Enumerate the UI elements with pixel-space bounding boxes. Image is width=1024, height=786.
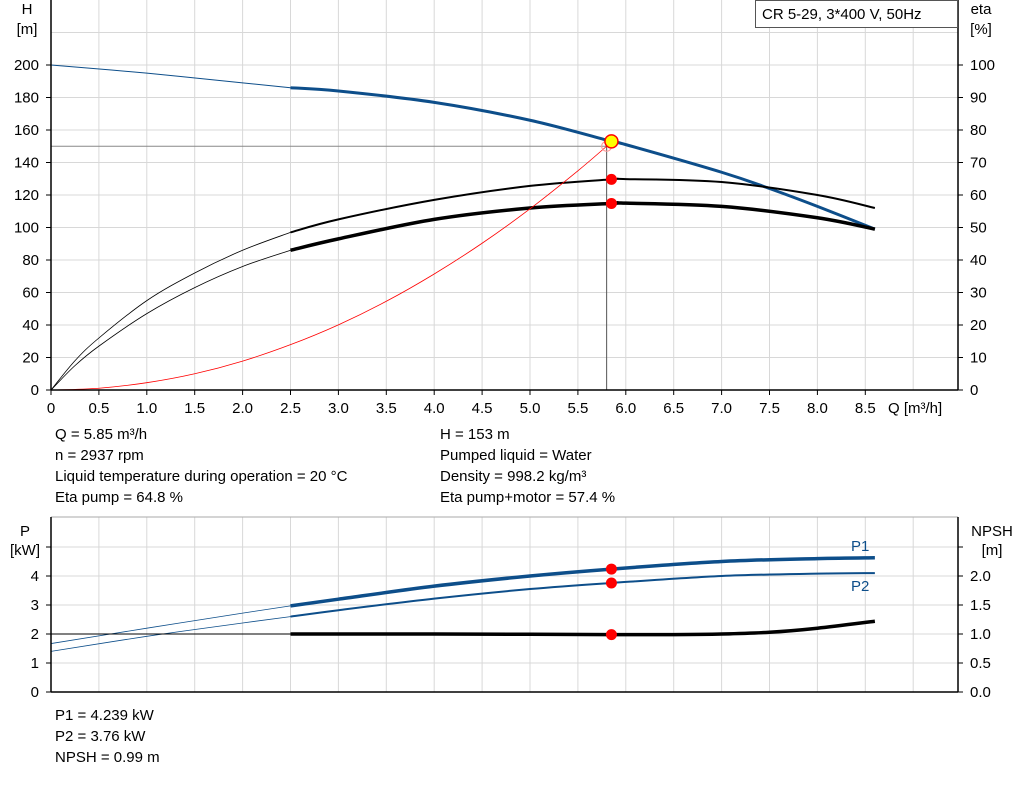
operating-info: Q = 5.85 m³/h n = 2937 rpm Liquid temper… [55, 426, 615, 766]
eta-pump-motor-curve-extrapolated [50, 249, 291, 391]
p-tick-label: 1 [31, 655, 39, 672]
p-tick-label: 2 [31, 626, 39, 643]
y-axis-label: H [22, 1, 33, 18]
efficiency-point-marker [605, 197, 617, 209]
legend-box [755, 0, 958, 28]
y2-tick-label: 20 [970, 317, 987, 334]
x-axis-label: Q [m³/h] [888, 400, 942, 417]
x-tick-label: 0.5 [88, 400, 109, 417]
x-tick-label: 2.5 [280, 400, 301, 417]
system-curve [50, 145, 607, 391]
curves [50, 64, 876, 652]
p1-curve-extrapolated [50, 605, 291, 644]
p2-curve-extrapolated [50, 616, 291, 652]
npsh-tick-label: 1.5 [970, 597, 991, 614]
y-tick-label: 200 [14, 57, 39, 74]
power-point-marker [605, 563, 617, 575]
x-tick-label: 5.5 [567, 400, 588, 417]
y-tick-label: 60 [22, 285, 39, 302]
npsh-axis-label: NPSH [971, 523, 1013, 540]
p-axis-label: P [20, 523, 30, 540]
npsh-tick-label: 1.0 [970, 626, 991, 643]
x-tick-label: 4.5 [472, 400, 493, 417]
y-tick-label: 160 [14, 122, 39, 139]
y2-tick-label: 40 [970, 252, 987, 269]
x-tick-label: 2.0 [232, 400, 253, 417]
y-tick-label: 80 [22, 252, 39, 269]
info-eta-pump: Eta pump = 64.8 % [55, 489, 183, 506]
y2-tick-label: 50 [970, 220, 987, 237]
x-tick-label: 8.0 [807, 400, 828, 417]
x-tick-label: 4.0 [424, 400, 445, 417]
power-chart-grid [51, 516, 958, 692]
legend-title: CR 5-29, 3*400 V, 50Hz [762, 6, 922, 23]
y2-tick-label: 10 [970, 350, 987, 367]
y-axis-unit: [m] [17, 21, 38, 38]
head-chart-grid [51, 0, 958, 390]
y-tick-label: 20 [22, 350, 39, 367]
x-tick-label: 7.5 [759, 400, 780, 417]
info-liquid: Pumped liquid = Water [440, 447, 592, 464]
info-eta-pump-motor: Eta pump+motor = 57.4 % [440, 489, 615, 506]
npsh-point-marker [605, 629, 617, 641]
y-tick-label: 140 [14, 155, 39, 172]
info-npsh: NPSH = 0.99 m [55, 749, 160, 766]
info-p2: P2 = 3.76 kW [55, 728, 146, 745]
x-tick-label: 8.5 [855, 400, 876, 417]
efficiency-point-marker [605, 173, 617, 185]
y2-tick-label: 70 [970, 155, 987, 172]
y-tick-label: 40 [22, 317, 39, 334]
duty-point-marker [604, 134, 619, 149]
y-tick-label: 0 [31, 382, 39, 399]
eta-pump-curve-extrapolated [50, 232, 291, 391]
npsh-tick-label: 0.5 [970, 655, 991, 672]
p-axis-unit: [kW] [10, 542, 40, 559]
p1-series-label: P1 [851, 538, 869, 555]
npsh-tick-label: 0.0 [970, 684, 991, 701]
info-head: H = 153 m [440, 426, 510, 443]
x-tick-label: 3.0 [328, 400, 349, 417]
y2-tick-label: 0 [970, 382, 978, 399]
y2-tick-label: 60 [970, 187, 987, 204]
y2-axis-label: eta [971, 1, 993, 18]
info-density: Density = 998.2 kg/m³ [440, 468, 586, 485]
x-tick-label: 1.0 [136, 400, 157, 417]
x-tick-label: 0 [47, 400, 55, 417]
x-tick-label: 3.5 [376, 400, 397, 417]
p-tick-label: 3 [31, 597, 39, 614]
p2-series-label: P2 [851, 578, 869, 595]
p2-curve [290, 572, 875, 618]
npsh-curve [290, 619, 876, 637]
y2-tick-label: 90 [970, 90, 987, 107]
head-curve [290, 86, 876, 231]
y-tick-label: 120 [14, 187, 39, 204]
p-tick-label: 0 [31, 684, 39, 701]
x-tick-label: 5.0 [520, 400, 541, 417]
p1-curve [290, 555, 875, 608]
y2-tick-label: 100 [970, 57, 995, 74]
info-p1: P1 = 4.239 kW [55, 707, 155, 724]
y2-axis-unit: [%] [970, 21, 992, 38]
y2-tick-label: 80 [970, 122, 987, 139]
x-tick-label: 1.5 [184, 400, 205, 417]
x-tick-label: 7.0 [711, 400, 732, 417]
x-tick-label: 6.5 [663, 400, 684, 417]
y-tick-label: 180 [14, 90, 39, 107]
info-flow: Q = 5.85 m³/h [55, 426, 147, 443]
info-temperature: Liquid temperature during operation = 20… [55, 468, 348, 485]
y2-tick-label: 30 [970, 285, 987, 302]
npsh-tick-label: 2.0 [970, 568, 991, 585]
npsh-axis-unit: [m] [982, 542, 1003, 559]
axes: 0 0.5 1.0 1.5 2.0 2.5 3.0 3.5 4.0 4.5 5.0 5.5 6.0 6.5… [14, 0, 995, 701]
x-tick-label: 6.0 [615, 400, 636, 417]
info-speed: n = 2937 rpm [55, 447, 144, 464]
head-curve-extrapolated [50, 64, 291, 89]
y-tick-label: 100 [14, 220, 39, 237]
power-point-marker [605, 577, 617, 589]
p-tick-label: 4 [31, 568, 39, 585]
